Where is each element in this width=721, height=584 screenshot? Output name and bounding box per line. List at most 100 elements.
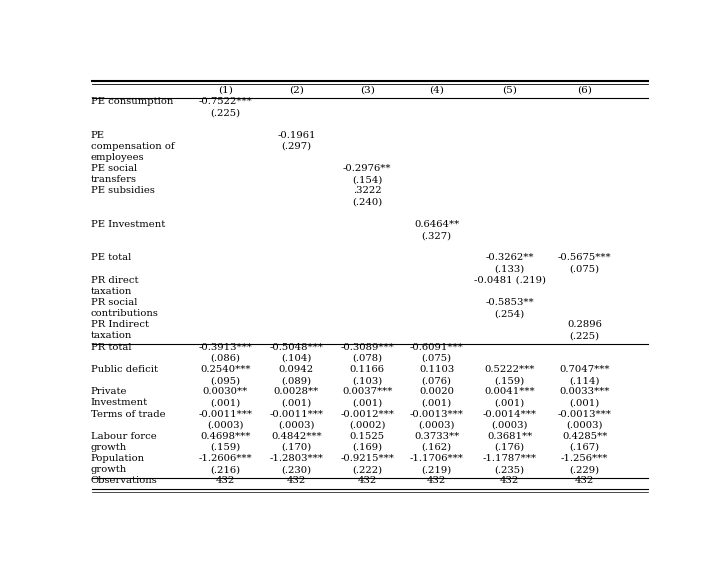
Text: (.170): (.170) <box>281 443 311 452</box>
Text: 0.0028**: 0.0028** <box>274 387 319 396</box>
Text: (5): (5) <box>503 86 517 95</box>
Text: (.327): (.327) <box>422 231 451 240</box>
Text: -0.5048***: -0.5048*** <box>270 343 323 352</box>
Text: (.240): (.240) <box>352 197 382 207</box>
Text: .3222: .3222 <box>353 186 381 196</box>
Text: (.076): (.076) <box>422 376 451 385</box>
Text: -0.5675***: -0.5675*** <box>558 253 611 262</box>
Text: (.103): (.103) <box>352 376 382 385</box>
Text: PR Indirect: PR Indirect <box>91 320 149 329</box>
Text: (.159): (.159) <box>495 376 525 385</box>
Text: 0.6464**: 0.6464** <box>414 220 459 229</box>
Text: 0.5222***: 0.5222*** <box>485 365 535 374</box>
Text: -1.1706***: -1.1706*** <box>410 454 464 463</box>
Text: 0.0033***: 0.0033*** <box>559 387 610 396</box>
Text: -1.2606***: -1.2606*** <box>198 454 252 463</box>
Text: 0.4842***: 0.4842*** <box>271 432 322 441</box>
Text: Terms of trade: Terms of trade <box>91 409 165 419</box>
Text: -0.0014***: -0.0014*** <box>483 409 536 419</box>
Text: 432: 432 <box>427 477 446 485</box>
Text: transfers: transfers <box>91 175 137 185</box>
Text: (.001): (.001) <box>211 398 241 408</box>
Text: PE Investment: PE Investment <box>91 220 165 229</box>
Text: -1.1787***: -1.1787*** <box>483 454 536 463</box>
Text: (.114): (.114) <box>570 376 600 385</box>
Text: 0.4285**: 0.4285** <box>562 432 607 441</box>
Text: contributions: contributions <box>91 309 159 318</box>
Text: 0.2896: 0.2896 <box>567 320 602 329</box>
Text: -0.2976**: -0.2976** <box>343 164 392 173</box>
Text: PE subsidies: PE subsidies <box>91 186 154 196</box>
Text: 432: 432 <box>575 477 594 485</box>
Text: (1): (1) <box>218 86 233 95</box>
Text: (.0003): (.0003) <box>492 420 528 430</box>
Text: -1.2803***: -1.2803*** <box>270 454 323 463</box>
Text: (.230): (.230) <box>281 465 311 474</box>
Text: 0.1103: 0.1103 <box>419 365 454 374</box>
Text: (.235): (.235) <box>495 465 525 474</box>
Text: -0.3262**: -0.3262** <box>485 253 534 262</box>
Text: (.154): (.154) <box>352 175 382 185</box>
Text: -0.0011***: -0.0011*** <box>270 409 323 419</box>
Text: 432: 432 <box>358 477 377 485</box>
Text: (.075): (.075) <box>422 354 451 363</box>
Text: -1.256***: -1.256*** <box>561 454 609 463</box>
Text: -0.0013***: -0.0013*** <box>558 409 611 419</box>
Text: (.219): (.219) <box>422 465 451 474</box>
Text: (3): (3) <box>360 86 375 95</box>
Text: -0.0012***: -0.0012*** <box>340 409 394 419</box>
Text: Investment: Investment <box>91 398 148 408</box>
Text: (2): (2) <box>289 86 304 95</box>
Text: (.0003): (.0003) <box>207 420 244 430</box>
Text: (.222): (.222) <box>353 465 382 474</box>
Text: -0.3913***: -0.3913*** <box>198 343 252 352</box>
Text: (.001): (.001) <box>281 398 311 408</box>
Text: 432: 432 <box>500 477 519 485</box>
Text: (.078): (.078) <box>353 354 382 363</box>
Text: compensation of: compensation of <box>91 142 174 151</box>
Text: employees: employees <box>91 153 144 162</box>
Text: -0.3089***: -0.3089*** <box>340 343 394 352</box>
Text: (.225): (.225) <box>211 109 240 117</box>
Text: (.297): (.297) <box>281 142 311 151</box>
Text: 0.0037***: 0.0037*** <box>342 387 392 396</box>
Text: PR direct: PR direct <box>91 276 138 285</box>
Text: (.086): (.086) <box>211 354 240 363</box>
Text: (.216): (.216) <box>211 465 240 474</box>
Text: (.225): (.225) <box>570 332 600 340</box>
Text: 0.4698***: 0.4698*** <box>200 432 250 441</box>
Text: (.176): (.176) <box>495 443 525 452</box>
Text: 0.7047***: 0.7047*** <box>559 365 610 374</box>
Text: PE social: PE social <box>91 164 137 173</box>
Text: PR total: PR total <box>91 343 131 352</box>
Text: -0.9215***: -0.9215*** <box>340 454 394 463</box>
Text: (.104): (.104) <box>281 354 311 363</box>
Text: growth: growth <box>91 443 127 452</box>
Text: (6): (6) <box>578 86 592 95</box>
Text: PR social: PR social <box>91 298 137 307</box>
Text: taxation: taxation <box>91 287 132 296</box>
Text: -0.1961: -0.1961 <box>277 131 316 140</box>
Text: taxation: taxation <box>91 332 132 340</box>
Text: (.0003): (.0003) <box>278 420 314 430</box>
Text: -0.5853**: -0.5853** <box>485 298 534 307</box>
Text: Public deficit: Public deficit <box>91 365 158 374</box>
Text: (.001): (.001) <box>570 398 600 408</box>
Text: 0.2540***: 0.2540*** <box>200 365 251 374</box>
Text: -0.0481 (.219): -0.0481 (.219) <box>474 276 546 285</box>
Text: Observations: Observations <box>91 477 157 485</box>
Text: (.167): (.167) <box>570 443 600 452</box>
Text: (.001): (.001) <box>495 398 525 408</box>
Text: (.0003): (.0003) <box>567 420 603 430</box>
Text: 0.3681**: 0.3681** <box>487 432 532 441</box>
Text: 0.0030**: 0.0030** <box>203 387 248 396</box>
Text: PE: PE <box>91 131 105 140</box>
Text: (.075): (.075) <box>570 265 600 273</box>
Text: (4): (4) <box>429 86 444 95</box>
Text: PE consumption: PE consumption <box>91 98 173 106</box>
Text: (.095): (.095) <box>211 376 240 385</box>
Text: 0.1525: 0.1525 <box>350 432 385 441</box>
Text: 0.0041***: 0.0041*** <box>485 387 535 396</box>
Text: 432: 432 <box>216 477 235 485</box>
Text: (.159): (.159) <box>211 443 241 452</box>
